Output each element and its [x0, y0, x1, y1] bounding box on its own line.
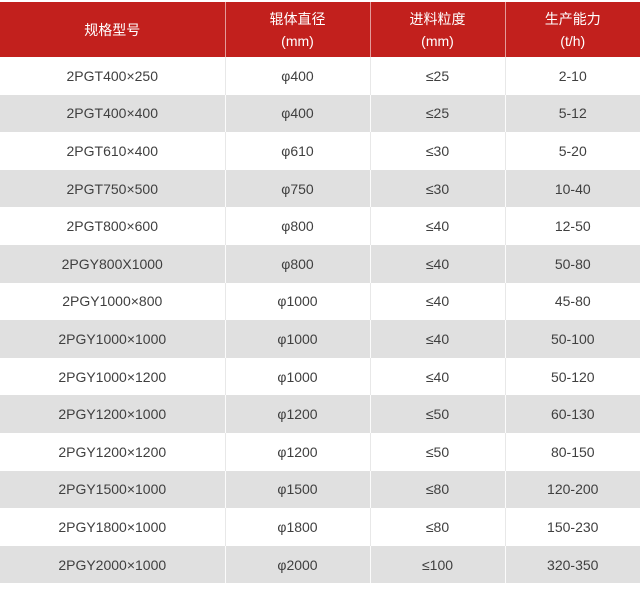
cell-feed-size: ≤80	[369, 470, 505, 509]
cell-capacity: 120-200	[504, 470, 640, 509]
table-row: 2PGY800X1000 φ800 ≤40 50-80	[0, 244, 640, 283]
table-row: 2PGY1800×1000 φ1800 ≤80 150-230	[0, 508, 640, 546]
cell-model: 2PGY1800×1000	[0, 508, 225, 546]
cell-capacity: 50-120	[504, 357, 640, 396]
column-header-capacity-label: 生产能力	[544, 10, 601, 27]
cell-model: 2PGY2000×1000	[0, 545, 225, 584]
cell-model: 2PGT400×250	[0, 57, 225, 95]
table-row: 2PGY2000×1000 φ2000 ≤100 320-350	[0, 545, 640, 584]
table-row: 2PGT400×250 φ400 ≤25 2-10	[0, 57, 640, 95]
cell-model: 2PGY1200×1000	[0, 395, 225, 433]
cell-roller-diameter: φ750	[224, 169, 370, 208]
cell-feed-size: ≤25	[369, 57, 505, 95]
cell-feed-size: ≤80	[369, 508, 505, 546]
cell-roller-diameter: φ800	[224, 207, 370, 245]
cell-feed-size: ≤30	[369, 132, 505, 170]
cell-capacity: 5-12	[504, 94, 640, 133]
column-header-capacity-unit: (t/h)	[560, 32, 586, 49]
table-row: 2PGY1000×800 φ1000 ≤40 45-80	[0, 282, 640, 321]
cell-capacity: 12-50	[504, 207, 640, 245]
table-row: 2PGY1500×1000 φ1500 ≤80 120-200	[0, 470, 640, 509]
cell-capacity: 50-80	[504, 244, 640, 283]
cell-model: 2PGT750×500	[0, 169, 225, 208]
cell-feed-size: ≤40	[369, 320, 505, 358]
cell-feed-size: ≤100	[369, 545, 505, 584]
cell-model: 2PGY1500×1000	[0, 470, 225, 509]
table-row: 2PGT800×600 φ800 ≤40 12-50	[0, 207, 640, 245]
table-row: 2PGT750×500 φ750 ≤30 10-40	[0, 169, 640, 208]
cell-capacity: 5-20	[504, 132, 640, 170]
cell-feed-size: ≤25	[369, 94, 505, 133]
spec-table-body: 2PGT400×250 φ400 ≤25 2-10 2PGT400×400 φ400 ≤25…	[0, 57, 640, 584]
column-header-feed-size: 进料粒度 (mm)	[369, 2, 505, 57]
cell-roller-diameter: φ2000	[224, 545, 370, 584]
cell-model: 2PGY1200×1200	[0, 432, 225, 471]
cell-feed-size: ≤50	[369, 432, 505, 471]
cell-roller-diameter: φ610	[224, 132, 370, 170]
cell-model: 2PGY800X1000	[0, 244, 225, 283]
column-header-model: 规格型号	[0, 2, 225, 57]
cell-capacity: 80-150	[504, 432, 640, 471]
cell-capacity: 45-80	[504, 282, 640, 321]
table-row: 2PGY1000×1000 φ1000 ≤40 50-100	[0, 320, 640, 358]
column-header-capacity: 生产能力 (t/h)	[504, 2, 640, 57]
cell-capacity: 150-230	[504, 508, 640, 546]
cell-model: 2PGT400×400	[0, 94, 225, 133]
cell-capacity: 10-40	[504, 169, 640, 208]
column-header-roller-diameter: 辊体直径 (mm)	[224, 2, 370, 57]
cell-model: 2PGY1000×1000	[0, 320, 225, 358]
cell-feed-size: ≤30	[369, 169, 505, 208]
cell-capacity: 50-100	[504, 320, 640, 358]
table-row: 2PGY1200×1200 φ1200 ≤50 80-150	[0, 432, 640, 471]
cell-model: 2PGT800×600	[0, 207, 225, 245]
cell-capacity: 60-130	[504, 395, 640, 433]
cell-feed-size: ≤40	[369, 282, 505, 321]
column-header-feed-size-unit: (mm)	[421, 32, 454, 49]
cell-roller-diameter: φ1000	[224, 282, 370, 321]
column-header-roller-diameter-unit: (mm)	[281, 32, 314, 49]
cell-feed-size: ≤50	[369, 395, 505, 433]
column-header-roller-diameter-label: 辊体直径	[269, 10, 326, 27]
cell-model: 2PGY1000×800	[0, 282, 225, 321]
column-header-model-label: 规格型号	[84, 21, 141, 38]
cell-roller-diameter: φ1200	[224, 395, 370, 433]
cell-feed-size: ≤40	[369, 244, 505, 283]
cell-roller-diameter: φ1500	[224, 470, 370, 509]
cell-roller-diameter: φ400	[224, 94, 370, 133]
cell-roller-diameter: φ1200	[224, 432, 370, 471]
cell-roller-diameter: φ800	[224, 244, 370, 283]
table-row: 2PGY1000×1200 φ1000 ≤40 50-120	[0, 357, 640, 396]
cell-capacity: 320-350	[504, 545, 640, 584]
cell-feed-size: ≤40	[369, 207, 505, 245]
table-row: 2PGY1200×1000 φ1200 ≤50 60-130	[0, 395, 640, 433]
table-row: 2PGT610×400 φ610 ≤30 5-20	[0, 132, 640, 170]
header-row: 规格型号 辊体直径 (mm) 进料粒度 (mm) 生产能力 (t/h)	[0, 2, 640, 57]
cell-roller-diameter: φ1000	[224, 320, 370, 358]
spec-table-header: 规格型号 辊体直径 (mm) 进料粒度 (mm) 生产能力 (t/h)	[0, 2, 640, 57]
column-header-feed-size-label: 进料粒度	[409, 10, 466, 27]
cell-capacity: 2-10	[504, 57, 640, 95]
cell-feed-size: ≤40	[369, 357, 505, 396]
cell-model: 2PGT610×400	[0, 132, 225, 170]
cell-model: 2PGY1000×1200	[0, 357, 225, 396]
cell-roller-diameter: φ400	[224, 57, 370, 95]
cell-roller-diameter: φ1800	[224, 508, 370, 546]
cell-roller-diameter: φ1000	[224, 357, 370, 396]
table-row: 2PGT400×400 φ400 ≤25 5-12	[0, 94, 640, 133]
